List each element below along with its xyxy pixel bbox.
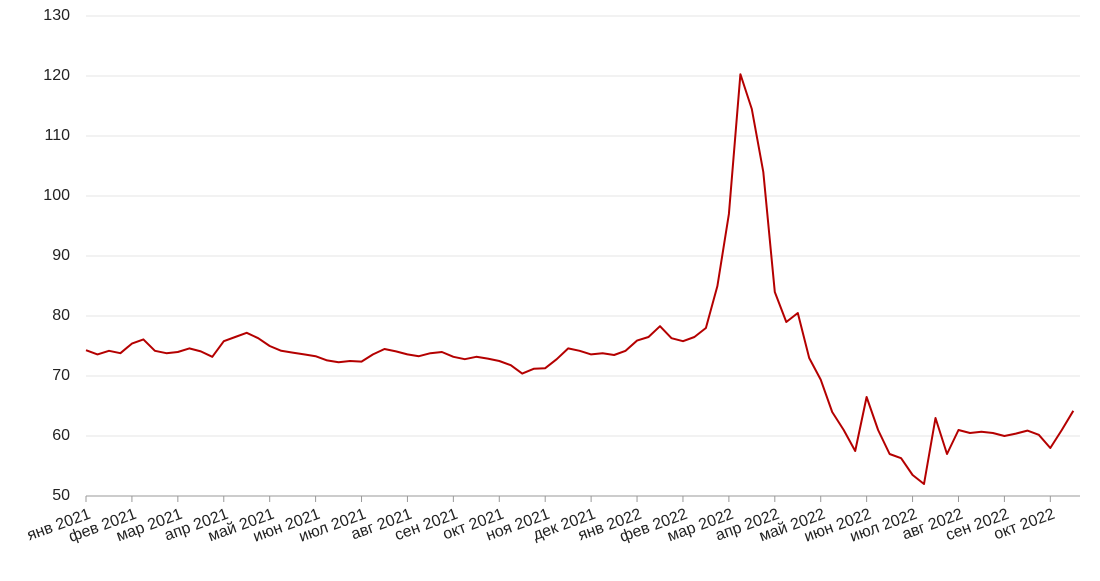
y-tick-label: 120 bbox=[43, 67, 70, 84]
y-tick-label: 90 bbox=[52, 247, 70, 264]
y-tick-label: 60 bbox=[52, 427, 70, 444]
y-tick-label: 80 bbox=[52, 307, 70, 324]
y-tick-label: 100 bbox=[43, 187, 70, 204]
y-tick-label: 130 bbox=[43, 7, 70, 24]
y-tick-label: 110 bbox=[44, 127, 70, 144]
line bbox=[85, 73, 1075, 485]
y-tick-label: 50 bbox=[52, 487, 70, 504]
y-tick-label: 70 bbox=[52, 367, 70, 384]
